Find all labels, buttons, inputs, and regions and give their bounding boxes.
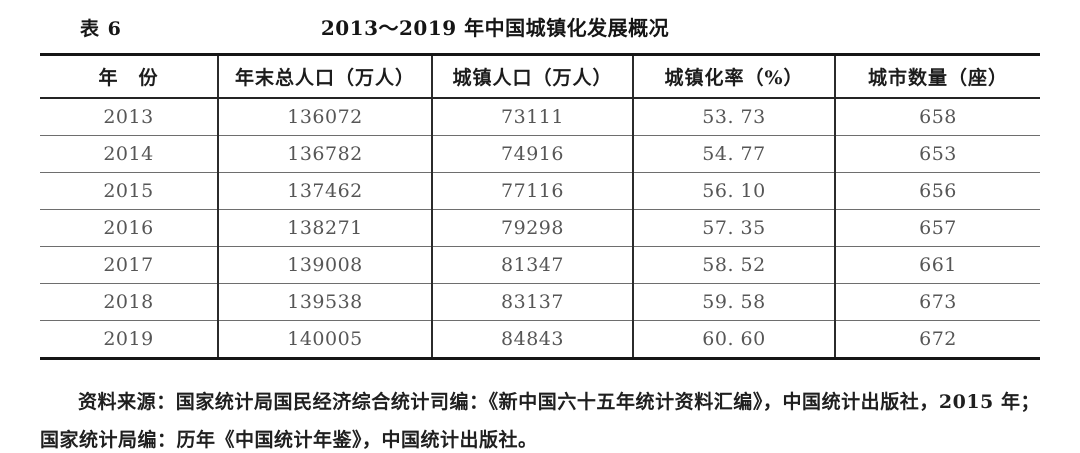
cell-year: 2013 — [40, 98, 219, 136]
cell-city-count: 653 — [835, 135, 1040, 173]
cell-city-count: 658 — [835, 98, 1040, 136]
table-row: 2014 136782 74916 54. 77 653 — [40, 135, 1040, 173]
cell-urban-population: 74916 — [432, 135, 634, 173]
cell-urban-population: 83137 — [432, 283, 634, 321]
cell-urbanization-rate: 54. 77 — [633, 135, 836, 173]
cell-total-population: 140005 — [218, 320, 433, 359]
cell-city-count: 656 — [835, 172, 1040, 210]
cell-urban-population: 73111 — [432, 98, 634, 136]
header-total-population: 年末总人口（万人） — [218, 54, 433, 99]
cell-urban-population: 84843 — [432, 320, 634, 359]
header-year: 年 份 — [40, 54, 219, 99]
cell-city-count: 673 — [835, 283, 1040, 321]
header-urbanization-rate: 城镇化率（%） — [633, 54, 836, 99]
cell-year: 2017 — [40, 246, 219, 284]
table-row: 2019 140005 84843 60. 60 672 — [40, 320, 1040, 359]
table-header-row: 年 份 年末总人口（万人） 城镇人口（万人） 城镇化率（%） 城市数量（座） — [40, 54, 1040, 99]
cell-total-population: 136072 — [218, 98, 433, 136]
cell-city-count: 657 — [835, 209, 1040, 247]
table-row: 2015 137462 77116 56. 10 656 — [40, 172, 1040, 210]
table-title: 2013～2019 年中国城镇化发展概况 — [320, 16, 670, 40]
cell-urbanization-rate: 58. 52 — [633, 246, 836, 284]
table-row: 2013 136072 73111 53. 73 658 — [40, 98, 1040, 136]
header-urban-population: 城镇人口（万人） — [432, 54, 634, 99]
table-row: 2017 139008 81347 58. 52 661 — [40, 246, 1040, 284]
table-number-label: 表 6 — [80, 18, 122, 40]
cell-year: 2015 — [40, 172, 219, 210]
table-row: 2016 138271 79298 57. 35 657 — [40, 209, 1040, 247]
cell-total-population: 136782 — [218, 135, 433, 173]
cell-total-population: 139538 — [218, 283, 433, 321]
cell-urbanization-rate: 60. 60 — [633, 320, 836, 359]
data-table-wrapper: 年 份 年末总人口（万人） 城镇人口（万人） 城镇化率（%） 城市数量（座） 2… — [40, 53, 1040, 360]
cell-urbanization-rate: 59. 58 — [633, 283, 836, 321]
cell-urbanization-rate: 56. 10 — [633, 172, 836, 210]
cell-total-population: 139008 — [218, 246, 433, 284]
cell-urbanization-rate: 57. 35 — [633, 209, 836, 247]
cell-total-population: 138271 — [218, 209, 433, 247]
cell-urbanization-rate: 53. 73 — [633, 98, 836, 136]
cell-city-count: 672 — [919, 328, 957, 350]
cell-year: 2014 — [40, 135, 219, 173]
cell-urban-population: 79298 — [432, 209, 634, 247]
cell-urban-population: 77116 — [432, 172, 634, 210]
header-city-count: 城市数量（座） — [835, 54, 1040, 99]
cell-urban-population: 81347 — [432, 246, 634, 284]
source-note: 资料来源：国家统计局国民经济综合统计司编：《新中国六十五年统计资料汇编》，中国统… — [40, 391, 1040, 451]
cell-total-population: 137462 — [218, 172, 433, 210]
table-caption: 表 6 2013～2019 年中国城镇化发展概况 — [40, 12, 1040, 42]
cell-year: 2016 — [40, 209, 219, 247]
cell-year: 2018 — [40, 283, 219, 321]
table-row: 2018 139538 83137 59. 58 673 — [40, 283, 1040, 321]
cell-year: 2019 — [40, 320, 219, 359]
cell-city-count: 661 — [835, 246, 1040, 284]
urbanization-data-table: 年 份 年末总人口（万人） 城镇人口（万人） 城镇化率（%） 城市数量（座） 2… — [40, 53, 1040, 360]
